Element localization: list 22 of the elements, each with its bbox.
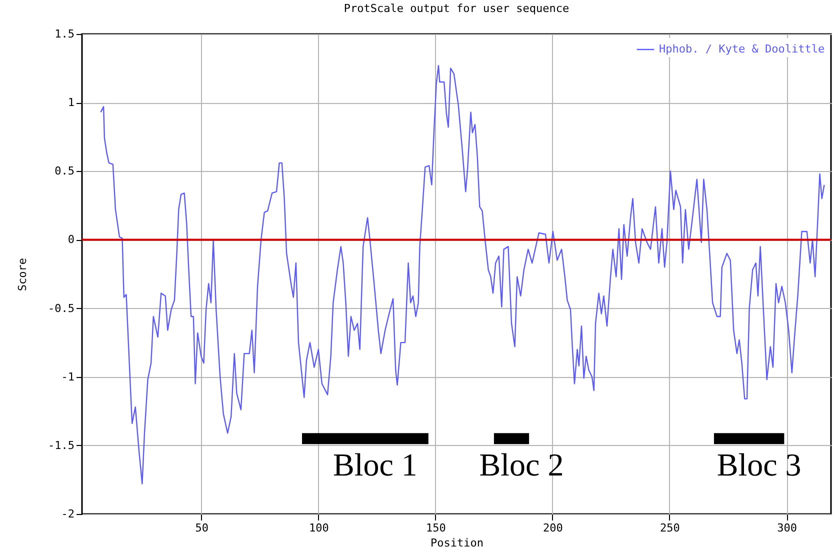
x-tick-label: 250	[660, 522, 680, 534]
legend-label: Hphob. / Kyte & Doolittle	[659, 42, 825, 56]
x-tick-label: 50	[195, 522, 208, 534]
x-axis-title: Position	[430, 536, 484, 550]
annotation: Bloc 1	[332, 446, 418, 483]
y-tick-label: -1	[61, 370, 74, 384]
y-tick-label: 0.5	[54, 164, 74, 178]
x-tick-label: 150	[426, 522, 446, 534]
y-tick-label: 0	[68, 233, 74, 246]
y-tick-label: -2	[61, 508, 74, 520]
chart-title: ProtScale output for user sequence	[344, 2, 570, 15]
annotation: Bloc 2	[479, 446, 564, 483]
annotation: Bloc 3	[716, 446, 802, 483]
x-tick-label: 300	[777, 522, 797, 534]
y-tick-label: 1.5	[54, 28, 74, 40]
x-tick-label: 200	[543, 522, 563, 534]
line-series	[100, 64, 825, 484]
y-tick-label: -0.5	[48, 302, 74, 315]
y-tick-label: 1	[68, 96, 74, 110]
y-tick-label: -1.5	[48, 438, 74, 452]
x-tick-label: 100	[308, 522, 329, 534]
y-axis-title: Score	[16, 258, 30, 292]
